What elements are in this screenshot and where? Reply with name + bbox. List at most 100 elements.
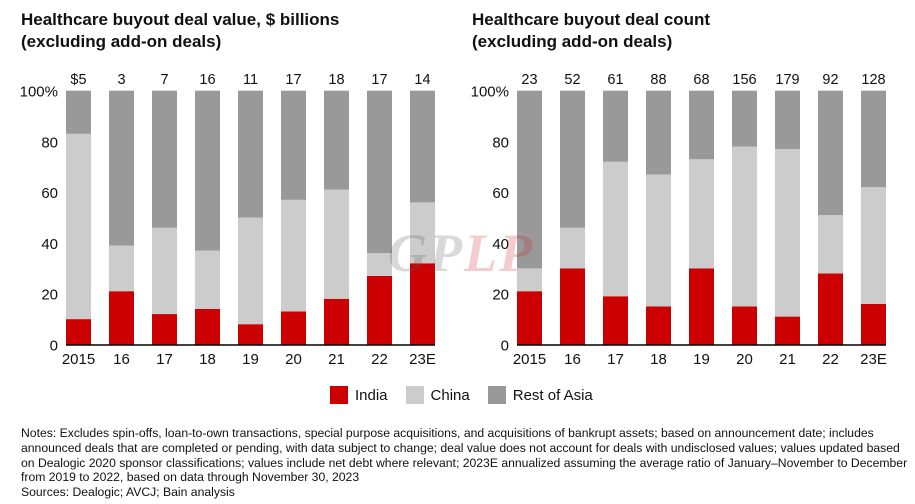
bar-segment-rest-of-asia bbox=[732, 90, 757, 147]
bar-total-label: 156 bbox=[732, 72, 756, 88]
bar-segment-india bbox=[775, 316, 800, 345]
bar-segment-rest-of-asia bbox=[195, 90, 220, 251]
bar-segment-india bbox=[410, 263, 435, 345]
y-tick-label: 0 bbox=[50, 338, 58, 355]
x-tick-label: 21 bbox=[779, 351, 796, 368]
bar-total-label: 14 bbox=[414, 72, 430, 88]
bar-total-label: 7 bbox=[160, 72, 168, 88]
x-tick-label: 17 bbox=[607, 351, 624, 368]
bar-segment-china bbox=[281, 199, 306, 312]
bar-total-label: 18 bbox=[328, 72, 344, 88]
x-tick-label: 21 bbox=[328, 351, 345, 368]
bar-total-label: 16 bbox=[199, 72, 215, 88]
x-tick-label: 2015 bbox=[62, 351, 95, 368]
bar-segment-rest-of-asia bbox=[517, 90, 542, 269]
legend-swatch-rest-of-asia bbox=[487, 386, 506, 404]
bar-segment-rest-of-asia bbox=[281, 90, 306, 200]
chart-title-line: Healthcare buyout deal value, $ billions bbox=[21, 10, 340, 29]
x-tick-label: 23E bbox=[860, 351, 887, 368]
legend-item-rest-of-asia: Rest of Asia bbox=[487, 386, 593, 404]
x-tick-label: 20 bbox=[736, 351, 753, 368]
bar-segment-rest-of-asia bbox=[367, 90, 392, 254]
bar-total-label: 11 bbox=[243, 72, 258, 88]
bar-total-label: 23 bbox=[521, 72, 537, 88]
bar-segment-china bbox=[775, 149, 800, 317]
bar-segment-china bbox=[517, 268, 542, 292]
x-tick-label: 20 bbox=[285, 351, 302, 368]
chart-title-deal-value: Healthcare buyout deal value, $ billions… bbox=[21, 9, 339, 53]
bar-segment-india bbox=[324, 298, 349, 345]
y-tick-label: 0 bbox=[501, 338, 509, 355]
x-tick-label: 22 bbox=[371, 351, 388, 368]
bar-segment-china bbox=[152, 227, 177, 315]
chart-title-line: Healthcare buyout deal count bbox=[472, 10, 711, 29]
x-tick-label: 17 bbox=[156, 351, 173, 368]
legend-item-india: India bbox=[330, 386, 388, 404]
bar-segment-india bbox=[603, 296, 628, 345]
bar-segment-rest-of-asia bbox=[109, 90, 134, 246]
bar-segment-india bbox=[818, 273, 843, 345]
bar-segment-rest-of-asia bbox=[152, 90, 177, 228]
bar-total-label: 3 bbox=[117, 72, 125, 88]
bar-segment-india bbox=[560, 268, 585, 345]
y-tick-label: 40 bbox=[41, 236, 58, 253]
bar-segment-china bbox=[732, 146, 757, 307]
legend-swatch-china bbox=[405, 386, 424, 404]
x-tick-label: 16 bbox=[564, 351, 581, 368]
bar-segment-india bbox=[66, 319, 91, 345]
bar-segment-india bbox=[861, 303, 886, 345]
y-tick-label: 100% bbox=[471, 84, 509, 101]
y-tick-label: 40 bbox=[492, 236, 509, 253]
bar-segment-china bbox=[109, 245, 134, 292]
x-tick-label: 18 bbox=[199, 351, 216, 368]
y-tick-label: 60 bbox=[41, 185, 58, 202]
x-tick-label: 2015 bbox=[513, 351, 546, 368]
bar-segment-rest-of-asia bbox=[603, 90, 628, 162]
notes-line: from 2019 to 2022, based on data through… bbox=[21, 470, 360, 485]
bar-segment-china bbox=[195, 250, 220, 309]
bar-segment-rest-of-asia bbox=[818, 90, 843, 216]
bar-segment-china bbox=[861, 187, 886, 304]
x-tick-label: 22 bbox=[822, 351, 839, 368]
y-tick-label: 60 bbox=[492, 185, 509, 202]
x-tick-label: 23E bbox=[409, 351, 436, 368]
bar-total-label: 68 bbox=[693, 72, 709, 88]
bar-total-label: 88 bbox=[650, 72, 666, 88]
bar-segment-rest-of-asia bbox=[560, 90, 585, 228]
y-tick-label: 80 bbox=[41, 134, 58, 151]
legend-item-china: China bbox=[405, 386, 470, 404]
bar-segment-rest-of-asia bbox=[410, 90, 435, 203]
bar-total-label: $5 bbox=[70, 72, 86, 88]
bar-segment-china bbox=[324, 189, 349, 299]
bar-segment-rest-of-asia bbox=[66, 90, 91, 134]
bar-segment-rest-of-asia bbox=[646, 90, 671, 175]
bar-segment-china bbox=[238, 217, 263, 325]
bar-segment-rest-of-asia bbox=[324, 90, 349, 190]
y-tick-label: 80 bbox=[492, 134, 509, 151]
bar-segment-india bbox=[689, 268, 714, 345]
y-tick-label: 20 bbox=[41, 287, 58, 304]
x-tick-label: 19 bbox=[242, 351, 259, 368]
bar-segment-india bbox=[152, 314, 177, 345]
x-tick-label: 16 bbox=[113, 351, 130, 368]
bar-segment-india bbox=[367, 275, 392, 345]
bar-total-label: 61 bbox=[607, 72, 623, 88]
bar-segment-india bbox=[238, 324, 263, 345]
bar-segment-india bbox=[646, 306, 671, 345]
bar-segment-rest-of-asia bbox=[775, 90, 800, 150]
legend-label-rest-of-asia: Rest of Asia bbox=[512, 386, 593, 404]
x-tick-label: 19 bbox=[693, 351, 710, 368]
bar-total-label: 179 bbox=[775, 72, 799, 88]
chart-subtitle-line: (excluding add-on deals) bbox=[472, 32, 673, 51]
bar-segment-china bbox=[560, 227, 585, 269]
bar-segment-rest-of-asia bbox=[689, 90, 714, 160]
legend-swatch-india bbox=[330, 386, 348, 404]
legend: India China Rest of Asia bbox=[330, 386, 611, 404]
legend-label-india: India bbox=[355, 386, 388, 404]
chart-title-deal-count: Healthcare buyout deal count (excluding … bbox=[472, 9, 710, 53]
bar-segment-china bbox=[603, 161, 628, 297]
bar-segment-india bbox=[281, 311, 306, 345]
bar-segment-india bbox=[517, 291, 542, 345]
bar-segment-china bbox=[410, 202, 435, 264]
charts-canvas: 0 20 40 60 80 100% $5 2015 3 16 7 17 16 18 11 19 17 20 18 2… bbox=[20, 72, 887, 368]
